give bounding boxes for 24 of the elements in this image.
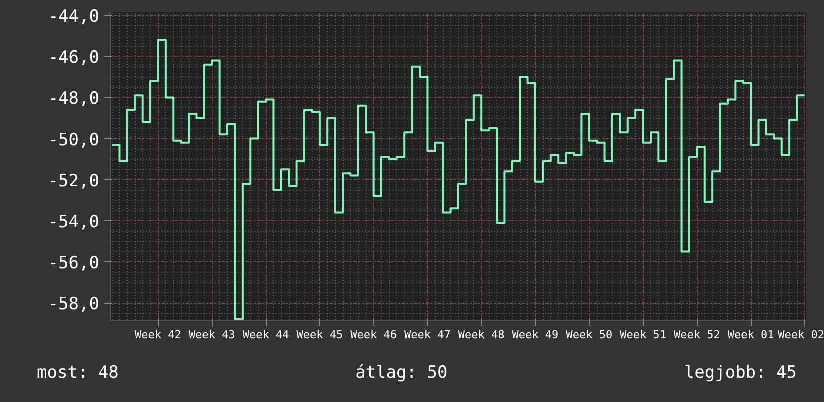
- x-tick-label: Week 02: [778, 328, 824, 342]
- y-tick-label: -52,0: [48, 171, 100, 192]
- x-tick-label: Week 46: [350, 328, 397, 342]
- x-tick-label: Week 01: [728, 328, 774, 342]
- x-tick-label: Week 47: [404, 328, 451, 342]
- y-tick-label: -54,0: [48, 212, 100, 232]
- y-tick-label: -48,0: [48, 89, 100, 110]
- x-tick-label: Week 49: [512, 328, 559, 342]
- text: most: 48: [37, 362, 119, 385]
- text: átlag: 50: [356, 362, 448, 385]
- y-tick-label: -46,0: [48, 48, 100, 68]
- text: legjobb: 45: [684, 362, 797, 385]
- x-tick-label: Week 48: [458, 328, 505, 342]
- y-tick-label: -44,0: [48, 7, 100, 28]
- y-tick-label: -56,0: [48, 253, 100, 274]
- x-tick-label: Week 51: [620, 328, 666, 342]
- x-tick-label: Week 44: [242, 328, 290, 342]
- x-tick-label: Week 42: [135, 328, 182, 342]
- y-tick-label: -58,0: [48, 294, 100, 315]
- x-tick-label: Week 50: [566, 328, 613, 342]
- y-tick-label: -50,0: [48, 130, 100, 150]
- x-tick-label: Week 52: [674, 328, 720, 342]
- x-tick-label: Week 45: [296, 328, 344, 342]
- x-tick-label: Week 43: [188, 328, 236, 342]
